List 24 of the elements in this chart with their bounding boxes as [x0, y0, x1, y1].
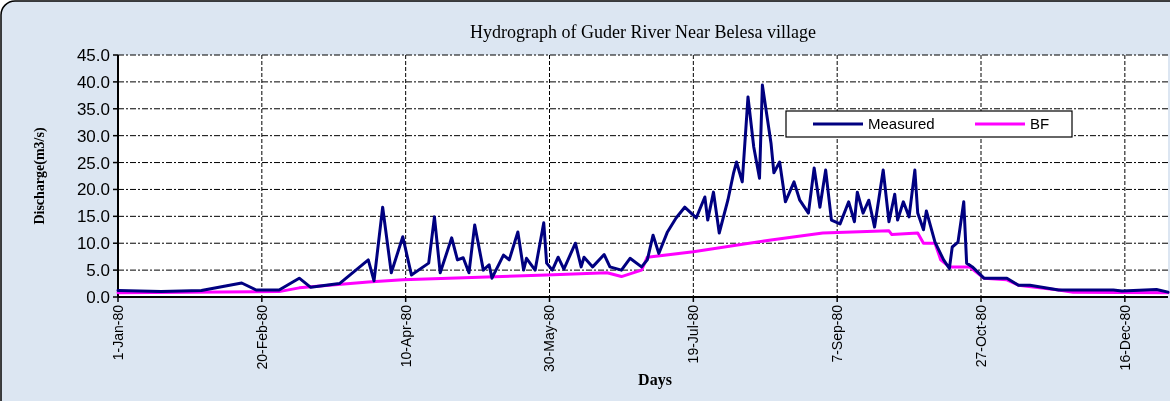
y-tick-label: 15.0	[76, 207, 110, 227]
x-tick-label: 16-Dec-80	[1116, 304, 1133, 371]
x-tick-label: 19-Jul-80	[685, 304, 702, 364]
y-axis-title: Discharge(m3/s)	[32, 127, 48, 225]
line-series	[116, 83, 1170, 294]
x-tick-label: 7-Sep-80	[829, 304, 846, 363]
y-tick-label: 20.0	[76, 180, 110, 200]
x-axis-title: Days	[638, 371, 672, 389]
y-tick-label: 0.0	[86, 287, 110, 307]
y-tick-label: 10.0	[76, 234, 110, 254]
y-tick-label: 35.0	[76, 99, 110, 119]
legend-label: BF	[1030, 115, 1050, 133]
x-tick-label: 20-Feb-80	[253, 304, 270, 370]
x-tick-label: 10-Apr-80	[397, 304, 414, 368]
x-tick-label: 27-Oct-80	[972, 304, 989, 368]
x-tick-label: 30-May-80	[541, 304, 558, 372]
y-tick-label: 25.0	[76, 153, 110, 173]
y-tick-label: 40.0	[76, 72, 110, 92]
y-tick-label: 5.0	[86, 261, 110, 281]
legend-label: Measured	[868, 115, 935, 133]
chart-title: Hydrograph of Guder River Near Belesa village	[470, 22, 816, 42]
x-tick-label: 1-Jan-80	[109, 304, 126, 361]
y-tick-label: 45.0	[76, 45, 110, 65]
y-tick-label: 30.0	[76, 126, 110, 146]
